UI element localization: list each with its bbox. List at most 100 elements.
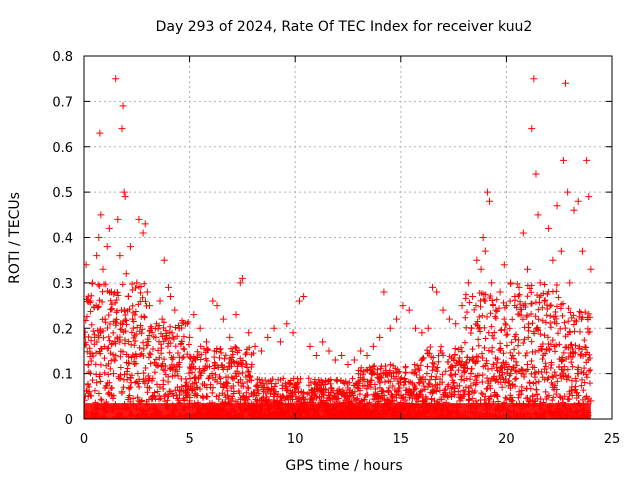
background-point bbox=[122, 328, 129, 335]
x-tick-label: 25 bbox=[604, 432, 621, 447]
background-point bbox=[140, 369, 147, 376]
background-point bbox=[313, 395, 320, 402]
background-point bbox=[547, 341, 554, 348]
data-point bbox=[355, 406, 363, 414]
data-point bbox=[424, 324, 432, 332]
data-point bbox=[245, 401, 253, 409]
data-point bbox=[583, 392, 591, 400]
background-point bbox=[503, 332, 510, 339]
data-point bbox=[578, 247, 586, 255]
background-point bbox=[474, 318, 481, 325]
background-point bbox=[87, 308, 94, 315]
background-point bbox=[155, 347, 162, 354]
data-point bbox=[116, 252, 124, 260]
background-point bbox=[509, 316, 516, 323]
background-point bbox=[85, 333, 92, 340]
background-point bbox=[210, 384, 217, 391]
background-point bbox=[370, 363, 377, 370]
background-point bbox=[346, 379, 353, 386]
background-point bbox=[193, 379, 200, 386]
background-point bbox=[430, 354, 437, 361]
background-point bbox=[364, 367, 371, 374]
background-point bbox=[104, 345, 111, 352]
data-point bbox=[585, 193, 593, 201]
background-point bbox=[417, 362, 424, 369]
data-point bbox=[431, 397, 439, 405]
data-point bbox=[399, 302, 407, 310]
background-point bbox=[100, 327, 107, 334]
background-point bbox=[111, 357, 118, 364]
background-point bbox=[167, 323, 174, 330]
background-point bbox=[288, 393, 295, 400]
background-point bbox=[541, 281, 548, 288]
background-point bbox=[551, 369, 558, 376]
data-point bbox=[483, 188, 491, 196]
background-point bbox=[127, 384, 134, 391]
background-point bbox=[335, 395, 342, 402]
background-point bbox=[105, 311, 112, 318]
background-point bbox=[165, 373, 172, 380]
background-point bbox=[428, 373, 435, 380]
data-point bbox=[412, 324, 420, 332]
background-point bbox=[167, 340, 174, 347]
data-point bbox=[160, 256, 168, 264]
background-point bbox=[139, 326, 146, 333]
background-point bbox=[488, 323, 495, 330]
background-point bbox=[88, 321, 95, 328]
data-point bbox=[84, 261, 90, 269]
background-point bbox=[503, 395, 510, 402]
data-point bbox=[490, 374, 498, 382]
background-point bbox=[363, 385, 370, 392]
background-point bbox=[451, 391, 458, 398]
background-point bbox=[146, 332, 153, 339]
background-point bbox=[528, 300, 535, 307]
background-point bbox=[134, 370, 141, 377]
background-point bbox=[245, 368, 252, 375]
background-point bbox=[146, 350, 153, 357]
background-point bbox=[156, 384, 163, 391]
data-point bbox=[276, 338, 284, 346]
data-point bbox=[143, 383, 151, 391]
background-point bbox=[197, 356, 204, 363]
data-point bbox=[101, 315, 109, 323]
data-point bbox=[160, 392, 168, 400]
background-point bbox=[547, 313, 554, 320]
background-point bbox=[182, 376, 189, 383]
background-point bbox=[174, 384, 181, 391]
background-point bbox=[189, 369, 196, 376]
background-point bbox=[133, 331, 140, 338]
background-point bbox=[305, 382, 312, 389]
data-point bbox=[169, 401, 177, 409]
background-point bbox=[458, 376, 465, 383]
background-point bbox=[553, 282, 560, 289]
background-point bbox=[515, 394, 522, 401]
background-point bbox=[107, 297, 114, 304]
background-point bbox=[272, 380, 279, 387]
background-point bbox=[514, 280, 521, 287]
background-point bbox=[567, 349, 574, 356]
background-point bbox=[467, 330, 474, 337]
background-point bbox=[166, 349, 173, 356]
y-tick-label: 0.1 bbox=[52, 368, 73, 383]
data-point bbox=[312, 410, 320, 418]
background-point bbox=[377, 379, 384, 386]
data-point bbox=[101, 401, 109, 409]
background-point bbox=[132, 284, 139, 291]
background-point bbox=[361, 376, 368, 383]
background-point bbox=[545, 392, 552, 399]
background-point bbox=[548, 302, 555, 309]
background-point bbox=[528, 282, 535, 289]
x-tick-label: 5 bbox=[185, 432, 193, 447]
background-point bbox=[427, 343, 434, 350]
background-point bbox=[197, 343, 204, 350]
background-point bbox=[106, 379, 113, 386]
data-point bbox=[141, 220, 149, 228]
background-point bbox=[128, 372, 135, 379]
background-point bbox=[413, 371, 420, 378]
background-point bbox=[279, 382, 286, 389]
data-point bbox=[587, 397, 595, 405]
background-point bbox=[102, 281, 109, 288]
background-point bbox=[280, 375, 287, 382]
background-point bbox=[557, 372, 564, 379]
background-point bbox=[466, 396, 473, 403]
